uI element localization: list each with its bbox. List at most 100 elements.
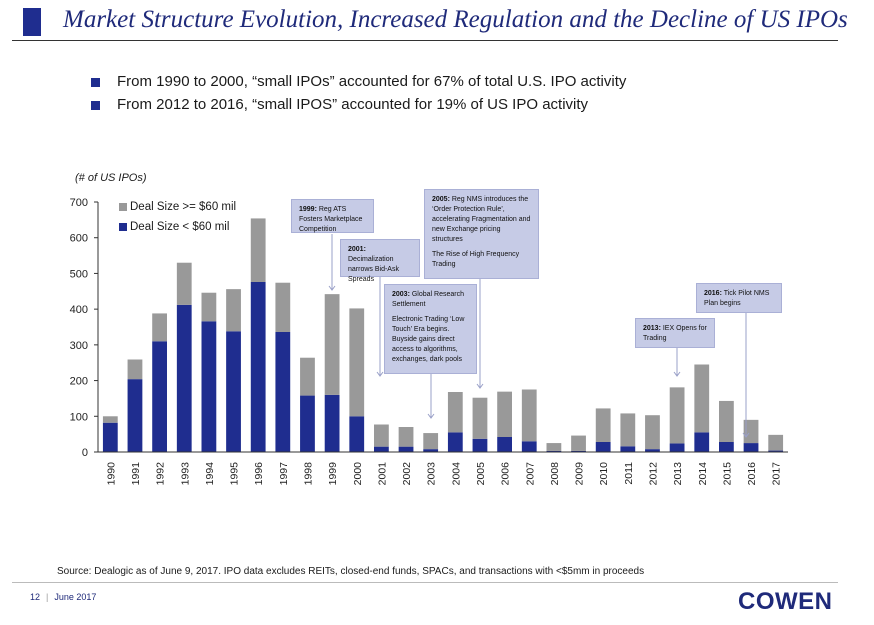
bar-large-2004 [447,392,463,433]
note-1999-text: Reg ATS Fosters Marketplace Competition [299,206,363,233]
note-2013-text: IEX Opens for Trading [643,325,707,342]
pointer-2013-arrow-icon [673,371,681,377]
y-tick-label: 500 [70,268,88,280]
note-2001: 2001: Decimalization narrows Bid-Ask Spr… [340,239,420,283]
y-tick-label: 700 [70,197,88,209]
chart-legend: Deal Size >= $60 mil Deal Size < $60 mil [119,199,236,239]
bar-small-1998 [300,395,315,452]
pointer-1999-arrow-icon [328,285,336,291]
bar-small-2010 [595,442,611,452]
legend-label-small: Deal Size < $60 mil [130,221,230,233]
legend-swatch-small [119,223,127,231]
note-2016-text: Tick Pilot NMS Plan begins [704,290,770,307]
bar-small-2017 [768,450,784,452]
footer-divider [12,582,838,583]
x-tick-label-2011: 2011 [623,462,635,485]
source-note: Source: Dealogic as of June 9, 2017. IPO… [57,566,645,577]
note-1999-year: 1999: [299,206,317,213]
bar-large-2017 [768,434,784,451]
bar-small-2003 [423,449,439,452]
x-tick-label-1990: 1990 [105,462,117,486]
x-tick-label-2000: 2000 [352,462,364,486]
bar-small-2002 [398,446,414,452]
bar-large-1996 [250,218,266,282]
y-tick-label: 400 [70,304,88,316]
x-tick-label-2013: 2013 [672,462,684,486]
legend-label-large: Deal Size >= $60 mil [130,201,237,213]
bar-small-2000 [349,416,365,452]
x-tick-label-1999: 1999 [327,462,339,486]
x-tick-label-2012: 2012 [647,462,659,486]
x-tick-label-2007: 2007 [524,462,536,486]
y-tick-label: 0 [82,447,88,459]
bar-large-2015 [719,400,734,442]
bar-large-1990 [102,416,118,423]
x-tick-label-1996: 1996 [253,462,265,486]
title-divider [12,40,838,41]
bar-small-1997 [275,332,291,452]
bar-small-2007 [521,441,537,452]
x-tick-label-2001: 2001 [376,462,388,486]
x-tick-label-1994: 1994 [204,462,216,486]
x-tick-label-2005: 2005 [475,462,487,486]
footer-separator: | [46,592,49,602]
bar-large-2006 [497,391,512,437]
legend-item-large: Deal Size >= $60 mil [119,199,236,219]
bullet-item: From 2012 to 2016, “small IPOS” accounte… [91,93,626,116]
bar-large-1992 [152,313,167,342]
x-tick-label-2017: 2017 [771,462,783,486]
cowen-logo: COWEN [738,588,833,615]
bar-small-1990 [102,422,118,452]
footer-date: June 2017 [54,592,97,602]
note-2013: 2013: IEX Opens for Trading [635,318,715,348]
note-2003-year: 2003: [392,291,410,298]
bar-large-2014 [694,364,710,433]
bar-small-2015 [719,442,734,452]
x-tick-label-2015: 2015 [721,462,733,486]
bar-large-2010 [595,408,611,442]
note-2003-text: Global Research Settlement [392,291,464,308]
bar-small-2009 [571,450,586,452]
bullet-list: From 1990 to 2000, “small IPOs” accounte… [91,70,626,116]
bar-small-2016 [743,443,759,452]
bar-large-2008 [546,443,562,451]
bar-small-2006 [497,437,512,452]
x-tick-label-2004: 2004 [450,462,462,486]
bar-large-2011 [620,413,636,447]
pointer-2016-arrow-icon [742,432,750,438]
x-tick-label-1991: 1991 [130,462,142,486]
bar-large-2007 [521,389,537,442]
note-2001-year: 2001: [348,246,366,253]
legend-swatch-large [119,203,127,211]
x-tick-label-2002: 2002 [401,462,413,486]
x-tick-label-1993: 1993 [179,462,191,486]
bar-large-1999 [324,294,340,395]
bar-large-2000 [349,308,365,417]
note-2013-year: 2013: [643,325,661,332]
bar-small-1993 [176,304,192,452]
bar-small-1994 [201,321,217,452]
x-tick-label-2014: 2014 [697,462,709,486]
bar-large-1994 [201,292,217,322]
note-2005-text: Reg NMS introduces the ‘Order Protection… [432,196,531,243]
footer: 12 | June 2017 [30,592,96,602]
bar-small-2008 [546,450,562,452]
bar-large-1998 [300,357,315,396]
bar-small-1992 [152,341,167,452]
pointer-2003-arrow-icon [427,413,435,419]
bullet-text: From 1990 to 2000, “small IPOs” accounte… [117,73,627,90]
legend-item-small: Deal Size < $60 mil [119,219,236,239]
bullet-item: From 1990 to 2000, “small IPOs” accounte… [91,70,626,93]
bar-small-1991 [127,379,143,452]
y-tick-label: 600 [70,233,88,245]
note-2005-extra: The Rise of High Frequency Trading [432,251,520,268]
bar-large-2001 [374,424,389,447]
note-1999: 1999: Reg ATS Fosters Marketplace Compet… [291,199,374,233]
bar-large-2012 [645,415,660,450]
y-unit-label: (# of US IPOs) [75,172,147,184]
note-2005-year: 2005: [432,196,450,203]
bar-small-2012 [645,449,660,452]
note-2016: 2016: Tick Pilot NMS Plan begins [696,283,782,313]
bar-large-1993 [176,262,192,305]
note-2003-extra: Electronic Trading ‘Low Touch’ Era begin… [392,316,465,363]
